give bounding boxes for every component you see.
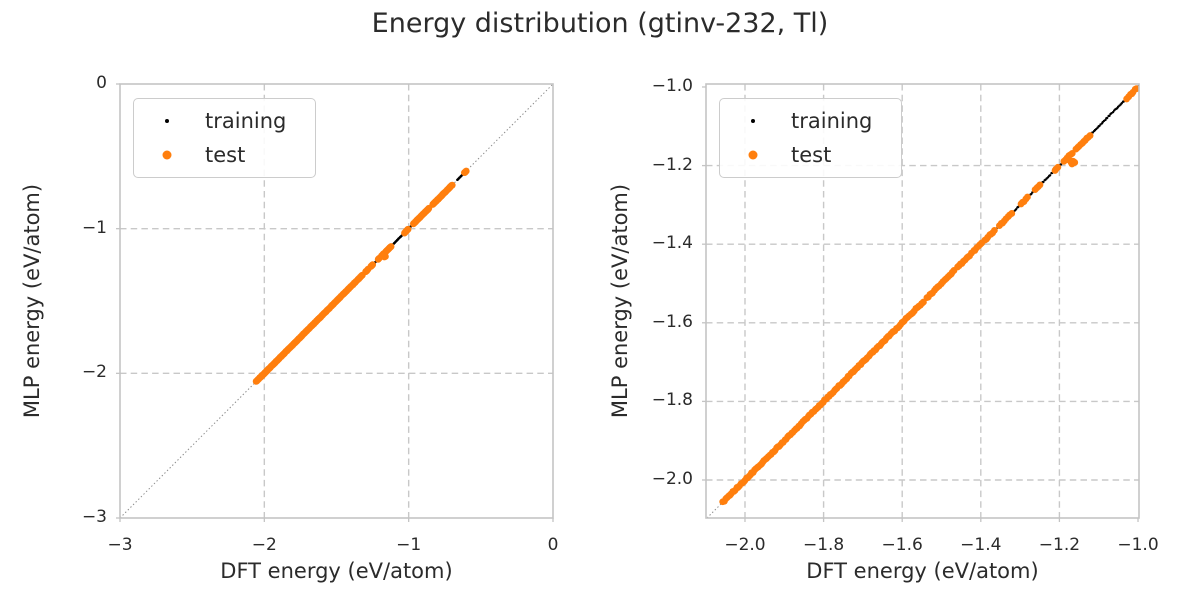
x-tick-label: −1.2 bbox=[1038, 535, 1081, 555]
right-x-axis-label: DFT energy (eV/atom) bbox=[806, 559, 1039, 583]
x-tick-label: −1.8 bbox=[802, 535, 845, 555]
plot-border bbox=[119, 83, 554, 519]
y-tick-label: −2.0 bbox=[651, 468, 693, 489]
x-tick-label: −1.0 bbox=[1117, 535, 1159, 555]
legend-item-training: training bbox=[146, 104, 305, 138]
training-marker-icon bbox=[165, 119, 169, 123]
y-tick-label: −1.6 bbox=[651, 311, 693, 332]
figure-title: Energy distribution (gtinv-232, Tl) bbox=[371, 8, 829, 39]
right-y-axis-label: MLP energy (eV/atom) bbox=[608, 183, 632, 419]
legend-item-test: test bbox=[146, 138, 305, 172]
y-tick-label: −1.4 bbox=[651, 233, 693, 254]
gridlines bbox=[120, 84, 553, 518]
test-marker-icon bbox=[748, 150, 758, 160]
tick-marks bbox=[116, 83, 554, 522]
legend-item-training: training bbox=[732, 104, 891, 138]
left-x-axis-label: DFT energy (eV/atom) bbox=[220, 559, 453, 583]
training-points bbox=[313, 172, 465, 325]
test-points bbox=[719, 85, 1139, 506]
legend-item-test: test bbox=[732, 138, 891, 172]
left-y-axis-label: MLP energy (eV/atom) bbox=[20, 183, 44, 419]
y-tick-label: −2 bbox=[81, 362, 107, 383]
x-tick-label: −2.0 bbox=[724, 535, 766, 555]
x-tick-label: −3 bbox=[107, 535, 133, 555]
y-tick-label: 0 bbox=[96, 73, 107, 93]
left-legend: training test bbox=[133, 98, 316, 178]
x-tick-label: −1.4 bbox=[960, 535, 1002, 555]
x-tick-label: −2 bbox=[251, 535, 277, 555]
y-tick-label: −1.0 bbox=[651, 75, 693, 96]
right-legend: training test bbox=[719, 98, 902, 178]
x-tick-label: −1.6 bbox=[881, 535, 923, 555]
training-points bbox=[880, 84, 1139, 345]
y-tick-label: −1.2 bbox=[651, 154, 693, 175]
test-points bbox=[252, 167, 470, 385]
identity-line bbox=[706, 85, 1140, 519]
legend-label-test: test bbox=[205, 143, 246, 167]
legend-label-test: test bbox=[791, 143, 832, 167]
y-tick-label: −1 bbox=[81, 217, 107, 238]
plot-border bbox=[705, 83, 1140, 519]
legend-label-training: training bbox=[205, 109, 287, 133]
x-tick-label: −1 bbox=[396, 535, 422, 555]
right-plot-area bbox=[702, 83, 1140, 522]
y-tick-label: −1.8 bbox=[651, 390, 693, 411]
left-plot-area bbox=[116, 83, 554, 522]
y-tick-label: −3 bbox=[81, 507, 107, 527]
training-marker-icon bbox=[751, 119, 755, 123]
tick-marks bbox=[702, 86, 1139, 522]
identity-line bbox=[119, 83, 554, 519]
test-marker-icon bbox=[162, 150, 172, 160]
legend-label-training: training bbox=[791, 109, 873, 133]
gridlines bbox=[706, 84, 1139, 518]
x-tick-label: 0 bbox=[547, 535, 559, 555]
